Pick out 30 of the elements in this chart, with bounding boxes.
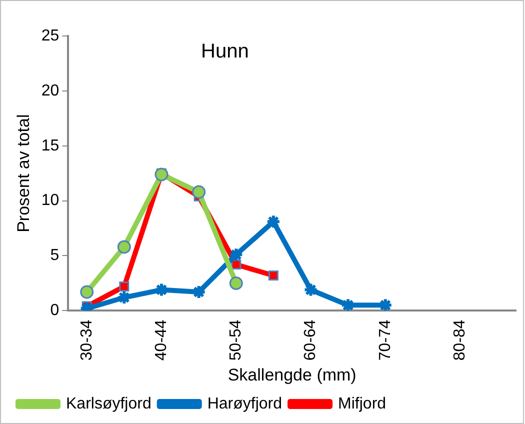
legend-label: Karlsøyfjord — [66, 395, 152, 412]
x-axis-title: Skallengde (mm) — [228, 365, 356, 384]
y-tick-label: 25 — [41, 27, 60, 44]
point — [192, 185, 206, 199]
x-tick-label: 70-74 — [376, 320, 394, 361]
x-tick-label: 80-84 — [451, 320, 468, 361]
point — [80, 285, 94, 299]
x-tick-label: 40-44 — [152, 320, 170, 361]
point — [117, 240, 131, 254]
x-tick-label: 30-34 — [78, 320, 96, 361]
point — [154, 168, 168, 182]
point — [116, 290, 132, 305]
point — [303, 282, 318, 298]
y-axis-title: Prosent av total — [14, 114, 33, 232]
legend-label: Mifjord — [338, 395, 386, 412]
point — [229, 276, 243, 290]
chart-title: Hunn — [201, 40, 249, 63]
point — [228, 247, 244, 262]
y-tick-label: 5 — [50, 247, 60, 264]
y-tick-label: 10 — [41, 192, 60, 210]
legend-label: Harøyfjord — [207, 395, 282, 412]
y-tick-label: 20 — [41, 82, 60, 100]
point — [268, 270, 278, 281]
point — [119, 282, 130, 292]
y-tick-label: 15 — [41, 137, 60, 154]
point — [154, 282, 169, 298]
y-tick-label: 0 — [50, 302, 60, 320]
x-tick-label: 60-64 — [302, 320, 320, 361]
x-tick-label: 50-54 — [228, 320, 245, 361]
point — [266, 214, 281, 230]
